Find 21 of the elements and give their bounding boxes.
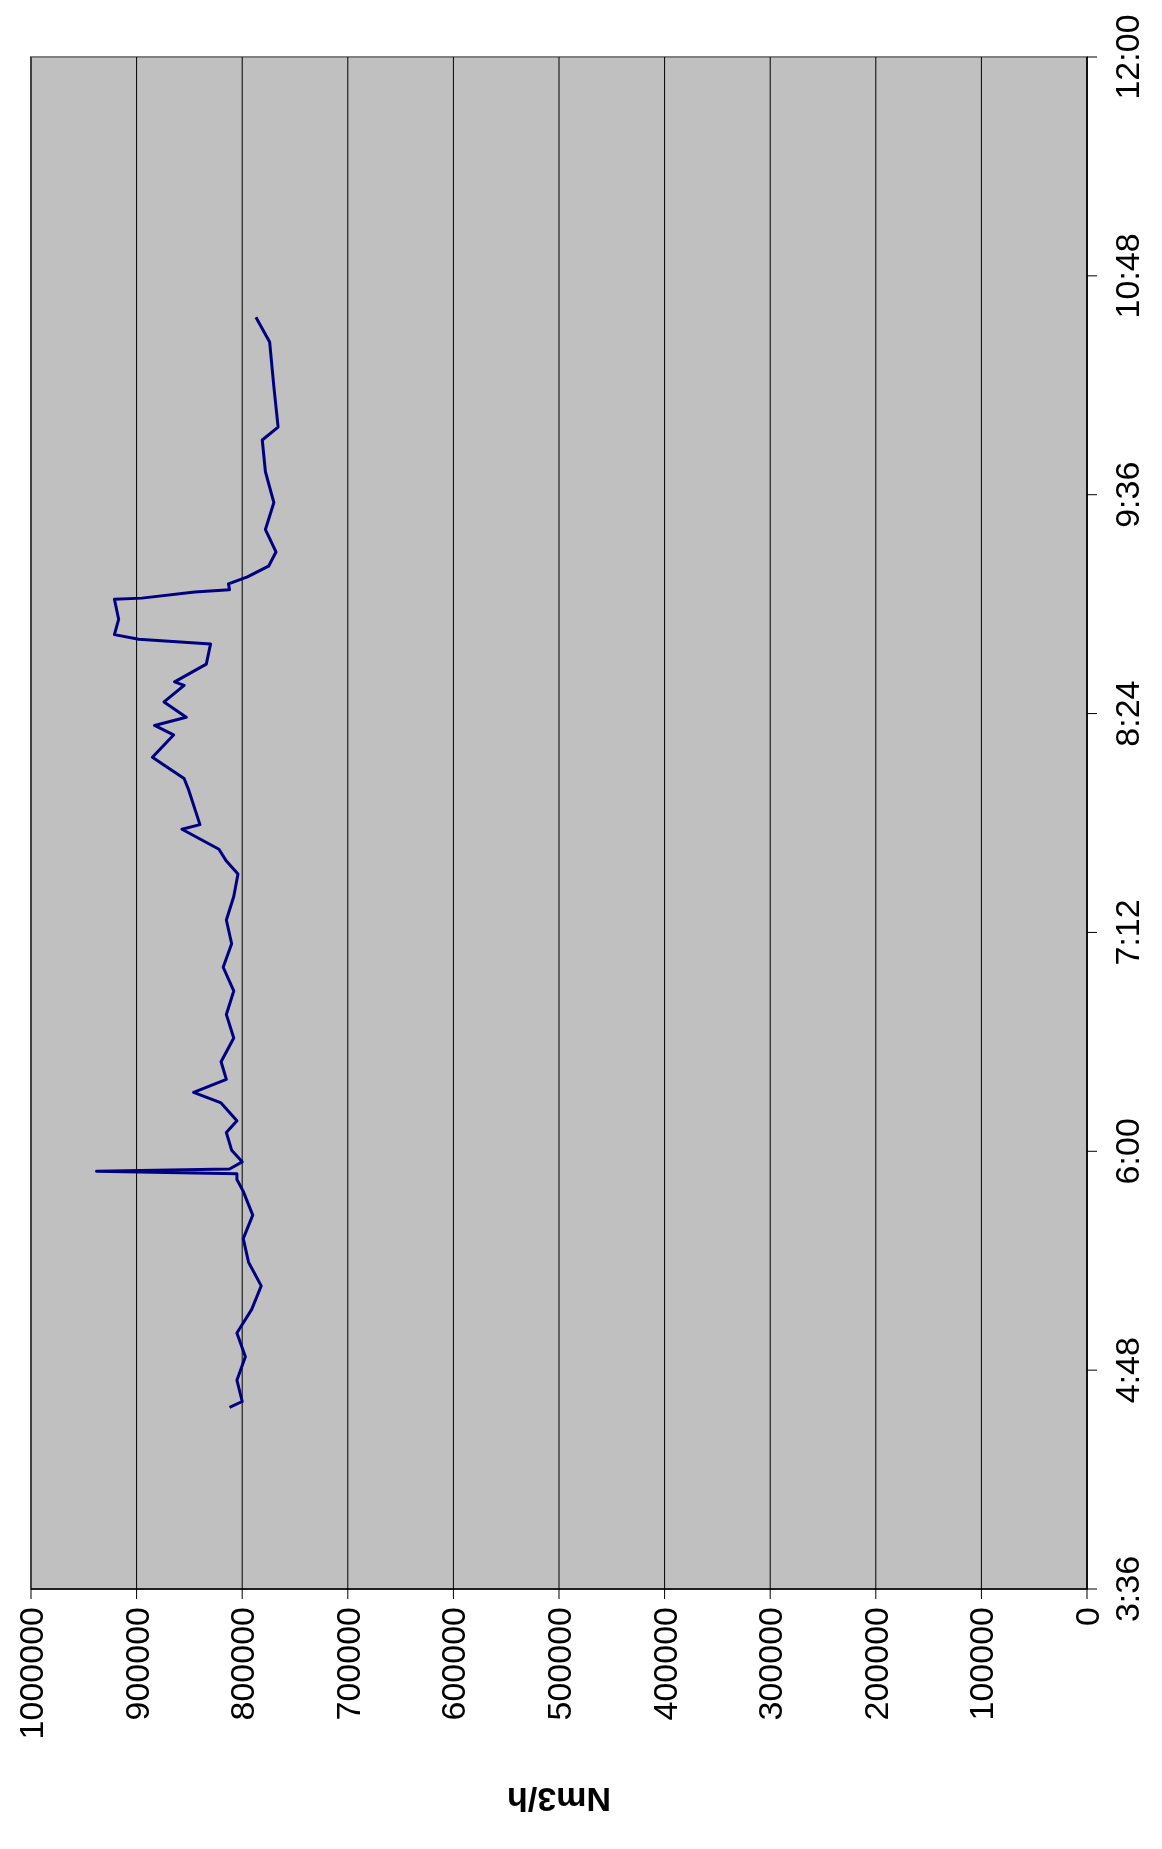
x-tick-label: 400000 [645,1607,684,1721]
y-tick-label: 12:00 [1108,14,1146,100]
x-tick-label: 100000 [962,1607,1001,1721]
y-tick-label: 4:48 [1108,1337,1146,1404]
x-tick-label: 600000 [434,1607,473,1721]
y-tick-label: 3:36 [1108,1555,1146,1623]
x-tick-label: 200000 [856,1607,895,1721]
x-tick-label: 700000 [328,1607,367,1721]
line-series [94,315,280,1409]
x-tick-label: 800000 [223,1607,262,1721]
x-tick-label: 900000 [117,1607,156,1721]
y-tick-label: 8:24 [1108,680,1146,747]
y-tick-label: 7:12 [1108,899,1146,966]
x-tick-label: 1000000 [11,1607,50,1740]
x-tick-label: 300000 [751,1607,790,1721]
x-axis-title: Nm3/h [507,1781,611,1820]
y-tick-label: 6:00 [1108,1118,1146,1185]
y-tick-label: 10:48 [1108,233,1146,319]
x-tick-label: 500000 [539,1607,578,1721]
y-tick-label: 9:36 [1108,461,1146,528]
x-tick-label: 0 [1067,1607,1106,1626]
